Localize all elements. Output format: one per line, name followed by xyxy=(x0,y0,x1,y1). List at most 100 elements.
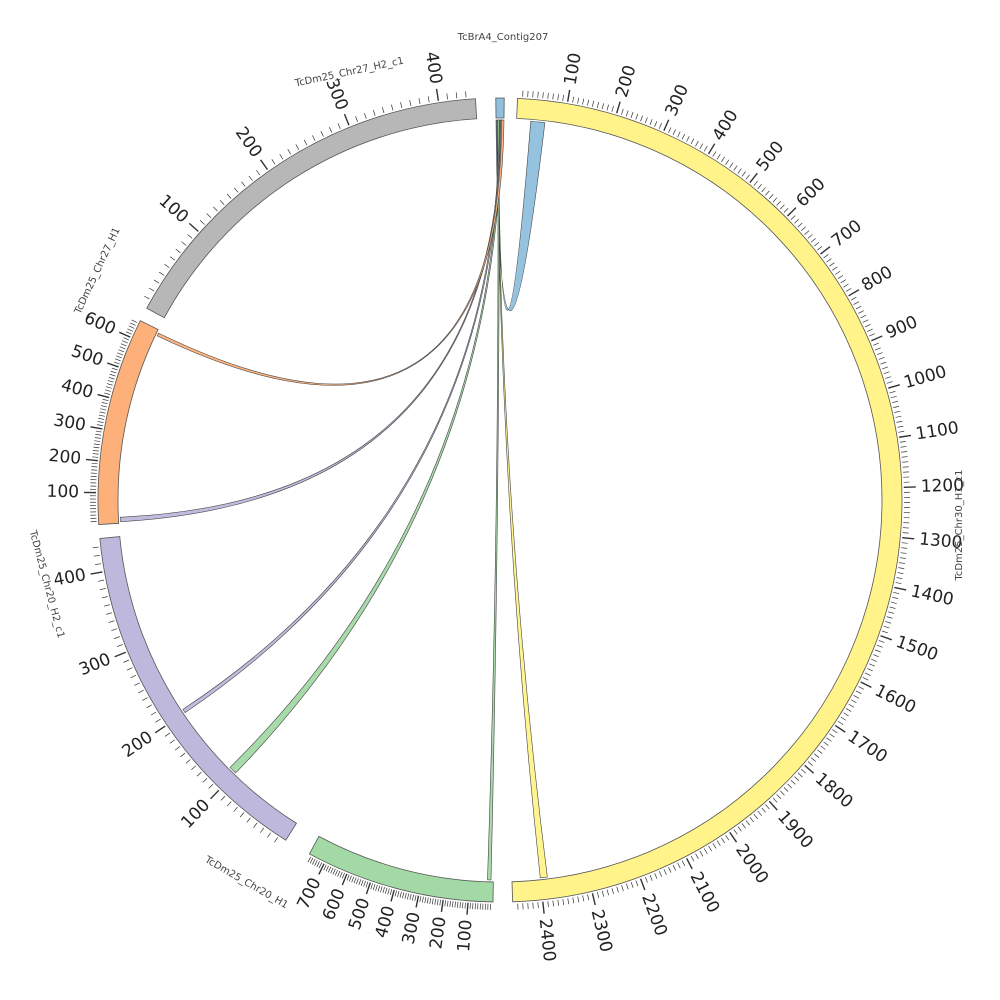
major-tick xyxy=(902,536,915,540)
major-tick xyxy=(97,393,110,399)
minor-tick xyxy=(867,328,873,332)
tick-label: 100 xyxy=(177,795,214,832)
minor-tick xyxy=(630,882,634,888)
minor-tick xyxy=(557,94,559,101)
minor-tick xyxy=(330,867,334,874)
minor-tick xyxy=(659,871,663,877)
minor-tick xyxy=(668,127,672,133)
major-tick xyxy=(440,899,444,912)
minor-tick xyxy=(382,887,385,894)
major-tick xyxy=(341,873,348,886)
minor-tick xyxy=(611,105,614,112)
minor-tick xyxy=(407,893,410,900)
minor-tick xyxy=(850,296,857,301)
minor-tick xyxy=(645,876,648,883)
minor-tick xyxy=(98,417,105,420)
minor-tick xyxy=(855,690,862,695)
minor-tick xyxy=(537,91,539,98)
minor-tick xyxy=(391,104,394,111)
major-tick xyxy=(90,571,103,575)
minor-tick xyxy=(134,682,140,686)
minor-tick xyxy=(148,287,155,292)
minor-tick xyxy=(761,187,766,193)
minor-tick xyxy=(855,305,862,310)
minor-tick xyxy=(92,453,99,455)
minor-tick xyxy=(97,421,104,423)
minor-tick xyxy=(677,862,681,869)
minor-tick xyxy=(898,567,905,569)
minor-tick xyxy=(454,901,456,908)
major-tick xyxy=(566,89,571,102)
minor-tick xyxy=(843,283,849,288)
minor-tick xyxy=(287,149,292,155)
minor-tick xyxy=(446,900,449,907)
minor-tick xyxy=(274,837,278,843)
minor-tick xyxy=(329,127,333,133)
minor-tick xyxy=(848,703,854,708)
minor-tick xyxy=(107,380,114,383)
minor-tick xyxy=(649,874,653,881)
minor-tick xyxy=(587,894,590,901)
minor-tick xyxy=(823,254,829,259)
minor-tick xyxy=(843,712,849,717)
tick-label: 500 xyxy=(69,341,106,371)
minor-tick xyxy=(895,415,902,418)
minor-tick xyxy=(271,159,276,165)
segment-label-chr27h1: TcDm25_Chr27_H1 xyxy=(72,226,122,317)
minor-tick xyxy=(741,823,746,829)
minor-tick xyxy=(402,892,405,899)
segments-layer xyxy=(97,97,903,903)
minor-tick xyxy=(175,248,181,254)
minor-tick xyxy=(699,143,704,150)
minor-tick xyxy=(380,886,383,893)
minor-tick xyxy=(233,187,239,193)
major-tick xyxy=(415,895,420,908)
minor-tick xyxy=(720,156,725,163)
minor-tick xyxy=(876,352,883,356)
minor-tick xyxy=(616,886,619,893)
minor-tick xyxy=(449,900,451,907)
minor-tick xyxy=(185,759,191,764)
minor-tick xyxy=(845,288,852,292)
minor-tick xyxy=(99,588,106,591)
major-tick xyxy=(898,434,912,438)
minor-tick xyxy=(421,896,424,903)
minor-tick xyxy=(890,601,897,604)
minor-tick xyxy=(708,845,712,852)
tick-label: 500 xyxy=(753,138,789,176)
minor-tick xyxy=(814,242,820,247)
minor-tick xyxy=(901,542,908,544)
major-tick xyxy=(365,882,371,895)
minor-tick xyxy=(800,226,806,232)
minor-tick xyxy=(355,116,358,123)
minor-tick xyxy=(787,783,793,789)
minor-tick xyxy=(737,826,742,832)
major-tick xyxy=(663,119,670,132)
tick-label: 300 xyxy=(76,649,114,680)
tick-label: 600 xyxy=(81,308,119,339)
tick-label: 300 xyxy=(52,410,87,435)
minor-tick xyxy=(365,881,369,888)
minor-tick xyxy=(93,443,100,446)
minor-tick xyxy=(873,654,879,658)
tick-label: 2200 xyxy=(637,891,671,939)
link-ribbon xyxy=(229,119,502,774)
minor-tick xyxy=(459,902,461,909)
tick-label: 500 xyxy=(345,896,374,933)
tick-label: 700 xyxy=(828,216,866,252)
minor-tick xyxy=(164,732,171,737)
minor-tick xyxy=(901,547,908,549)
minor-tick xyxy=(878,640,885,643)
minor-tick xyxy=(95,563,102,565)
minor-tick xyxy=(860,314,867,319)
minor-tick xyxy=(790,215,796,220)
tick-label: 2100 xyxy=(686,869,724,917)
minor-tick xyxy=(339,871,343,878)
minor-tick xyxy=(325,865,329,872)
minor-tick xyxy=(892,596,899,599)
minor-tick xyxy=(606,104,609,111)
minor-tick xyxy=(552,900,554,907)
minor-tick xyxy=(780,204,785,210)
minor-tick xyxy=(896,577,903,580)
major-tick xyxy=(786,207,797,217)
